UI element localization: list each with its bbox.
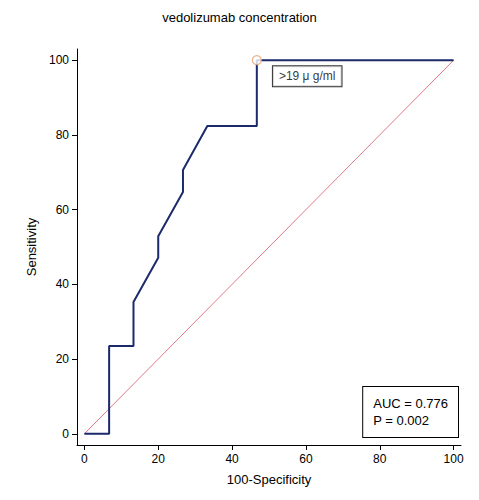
svg-text:60: 60 bbox=[299, 452, 313, 466]
svg-text:100-Specificity: 100-Specificity bbox=[227, 472, 312, 487]
svg-text:0: 0 bbox=[81, 452, 88, 466]
svg-text:20: 20 bbox=[152, 452, 166, 466]
svg-text:P = 0.002: P = 0.002 bbox=[373, 413, 429, 428]
svg-text:>19 μ g/ml: >19 μ g/ml bbox=[279, 69, 336, 83]
svg-text:80: 80 bbox=[56, 128, 70, 142]
svg-text:20: 20 bbox=[56, 352, 70, 366]
svg-text:vedolizumab concentration: vedolizumab concentration bbox=[162, 10, 317, 25]
svg-text:80: 80 bbox=[373, 452, 387, 466]
svg-text:40: 40 bbox=[225, 452, 239, 466]
svg-text:Sensitivity: Sensitivity bbox=[24, 217, 39, 276]
svg-text:0: 0 bbox=[62, 427, 69, 441]
svg-text:100: 100 bbox=[444, 452, 464, 466]
svg-text:40: 40 bbox=[56, 277, 70, 291]
svg-text:AUC = 0.776: AUC = 0.776 bbox=[373, 396, 448, 411]
svg-text:100: 100 bbox=[49, 53, 69, 67]
svg-text:60: 60 bbox=[56, 203, 70, 217]
